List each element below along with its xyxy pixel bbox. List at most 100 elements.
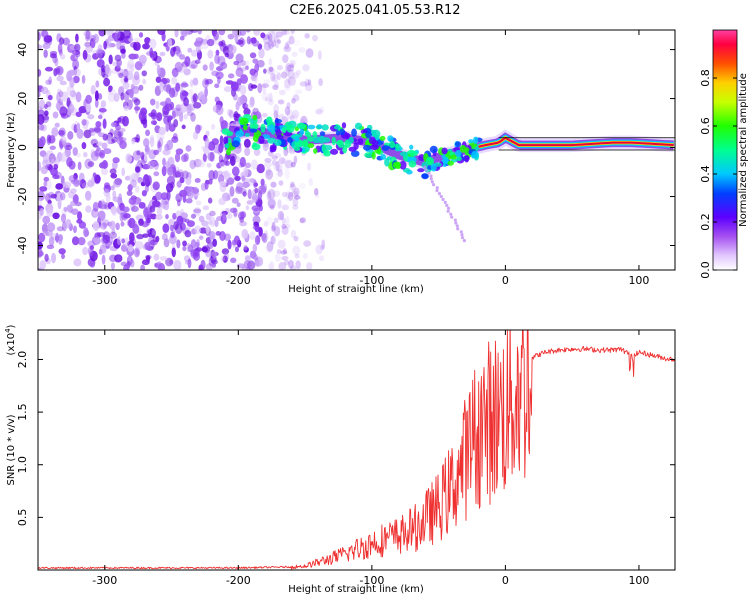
signal-blob <box>271 129 276 135</box>
noise-dot <box>95 148 100 158</box>
noise-dot <box>179 35 185 41</box>
noise-dot <box>85 102 92 113</box>
noise-dot <box>175 169 184 178</box>
signal-blob <box>473 136 479 145</box>
noise-dot <box>308 177 313 186</box>
noise-dot <box>243 107 251 116</box>
noise-dot <box>38 124 45 131</box>
signal-blob <box>371 129 381 139</box>
signal-blob <box>286 124 295 133</box>
signal-blob <box>368 136 376 145</box>
noise-dot <box>110 262 115 270</box>
snr-background <box>38 330 675 570</box>
signal-blob <box>294 135 300 143</box>
noise-dot <box>174 30 179 38</box>
noise-dot <box>72 59 80 70</box>
noise-dot <box>42 215 51 225</box>
noise-dot <box>104 188 109 194</box>
noise-dot <box>192 93 198 103</box>
noise-dot <box>290 30 295 34</box>
noise-dot <box>100 235 110 245</box>
noise-dot <box>38 69 42 77</box>
noise-dot <box>51 252 57 264</box>
noise-dot <box>194 177 201 183</box>
noise-dot <box>38 44 43 51</box>
noise-dot <box>175 82 181 92</box>
noise-dot <box>151 229 157 236</box>
noise-dot <box>180 30 189 38</box>
noise-dot <box>286 109 294 121</box>
noise-dot <box>240 84 247 96</box>
noise-dot <box>127 244 134 253</box>
noise-dot <box>167 115 173 121</box>
signal-blob <box>249 128 258 133</box>
signal-blob <box>265 116 273 125</box>
noise-dot <box>192 77 199 86</box>
noise-dot <box>97 114 103 120</box>
noise-dot <box>144 241 151 250</box>
noise-dot <box>284 78 291 89</box>
snr-y-ticks: 0.5 1.0 1.5 2.0 <box>16 351 675 526</box>
noise-dot <box>189 159 197 170</box>
noise-dot <box>56 75 64 82</box>
noise-dot <box>299 218 305 224</box>
noise-dot <box>157 261 162 270</box>
y-tick-label: 0.5 <box>16 509 29 527</box>
noise-dot <box>109 128 114 136</box>
signal-blob <box>313 148 318 154</box>
noise-dot <box>279 212 284 221</box>
noise-dot <box>227 73 235 79</box>
signal-tail-dot <box>446 209 450 213</box>
noise-dot <box>184 56 191 67</box>
noise-dot <box>298 182 306 190</box>
noise-dot <box>102 118 107 129</box>
signal-blob <box>447 160 454 166</box>
noise-dot <box>124 77 129 83</box>
signal-blob <box>318 135 326 144</box>
noise-dot <box>312 34 318 42</box>
signal-tail-dot <box>429 177 433 181</box>
noise-dot <box>304 78 310 87</box>
noise-dot <box>222 45 229 56</box>
colorbar-gradient <box>712 29 738 271</box>
noise-dot <box>82 49 88 60</box>
noise-dot <box>166 175 176 186</box>
noise-dot <box>97 200 103 209</box>
noise-dot <box>126 219 132 227</box>
noise-dot <box>294 253 300 259</box>
signal-blob <box>357 138 364 145</box>
y-tick-label: 0 <box>16 144 29 151</box>
noise-dot <box>145 129 151 137</box>
noise-dot <box>141 189 147 197</box>
noise-dot <box>194 59 201 64</box>
noise-dot <box>142 233 150 238</box>
signal-blob <box>369 144 379 151</box>
noise-dot <box>183 152 189 162</box>
noise-dot <box>281 225 289 235</box>
noise-dot <box>197 30 202 35</box>
noise-dot <box>170 231 175 239</box>
noise-dot <box>165 121 170 132</box>
noise-dot <box>131 97 139 103</box>
noise-dot <box>222 255 228 263</box>
noise-dot <box>266 67 275 75</box>
noise-dot <box>220 159 225 167</box>
noise-dot <box>129 232 135 243</box>
snr-multiplier-close: ) <box>6 324 17 328</box>
noise-dot <box>226 194 231 201</box>
noise-dot <box>149 160 158 167</box>
noise-dot <box>279 114 284 119</box>
noise-dot <box>303 240 312 247</box>
signal-blob <box>330 148 339 155</box>
noise-dot <box>45 79 52 85</box>
signal-blob <box>274 118 282 124</box>
noise-dot <box>229 44 237 54</box>
noise-dot <box>214 53 220 65</box>
noise-dot <box>282 248 287 255</box>
signal-blob <box>239 117 249 126</box>
noise-dot <box>85 45 93 53</box>
noise-dot <box>249 231 256 241</box>
noise-dot <box>265 167 272 176</box>
snr-multiplier-base: (x10 <box>6 333 17 356</box>
signal-blob <box>425 156 435 166</box>
